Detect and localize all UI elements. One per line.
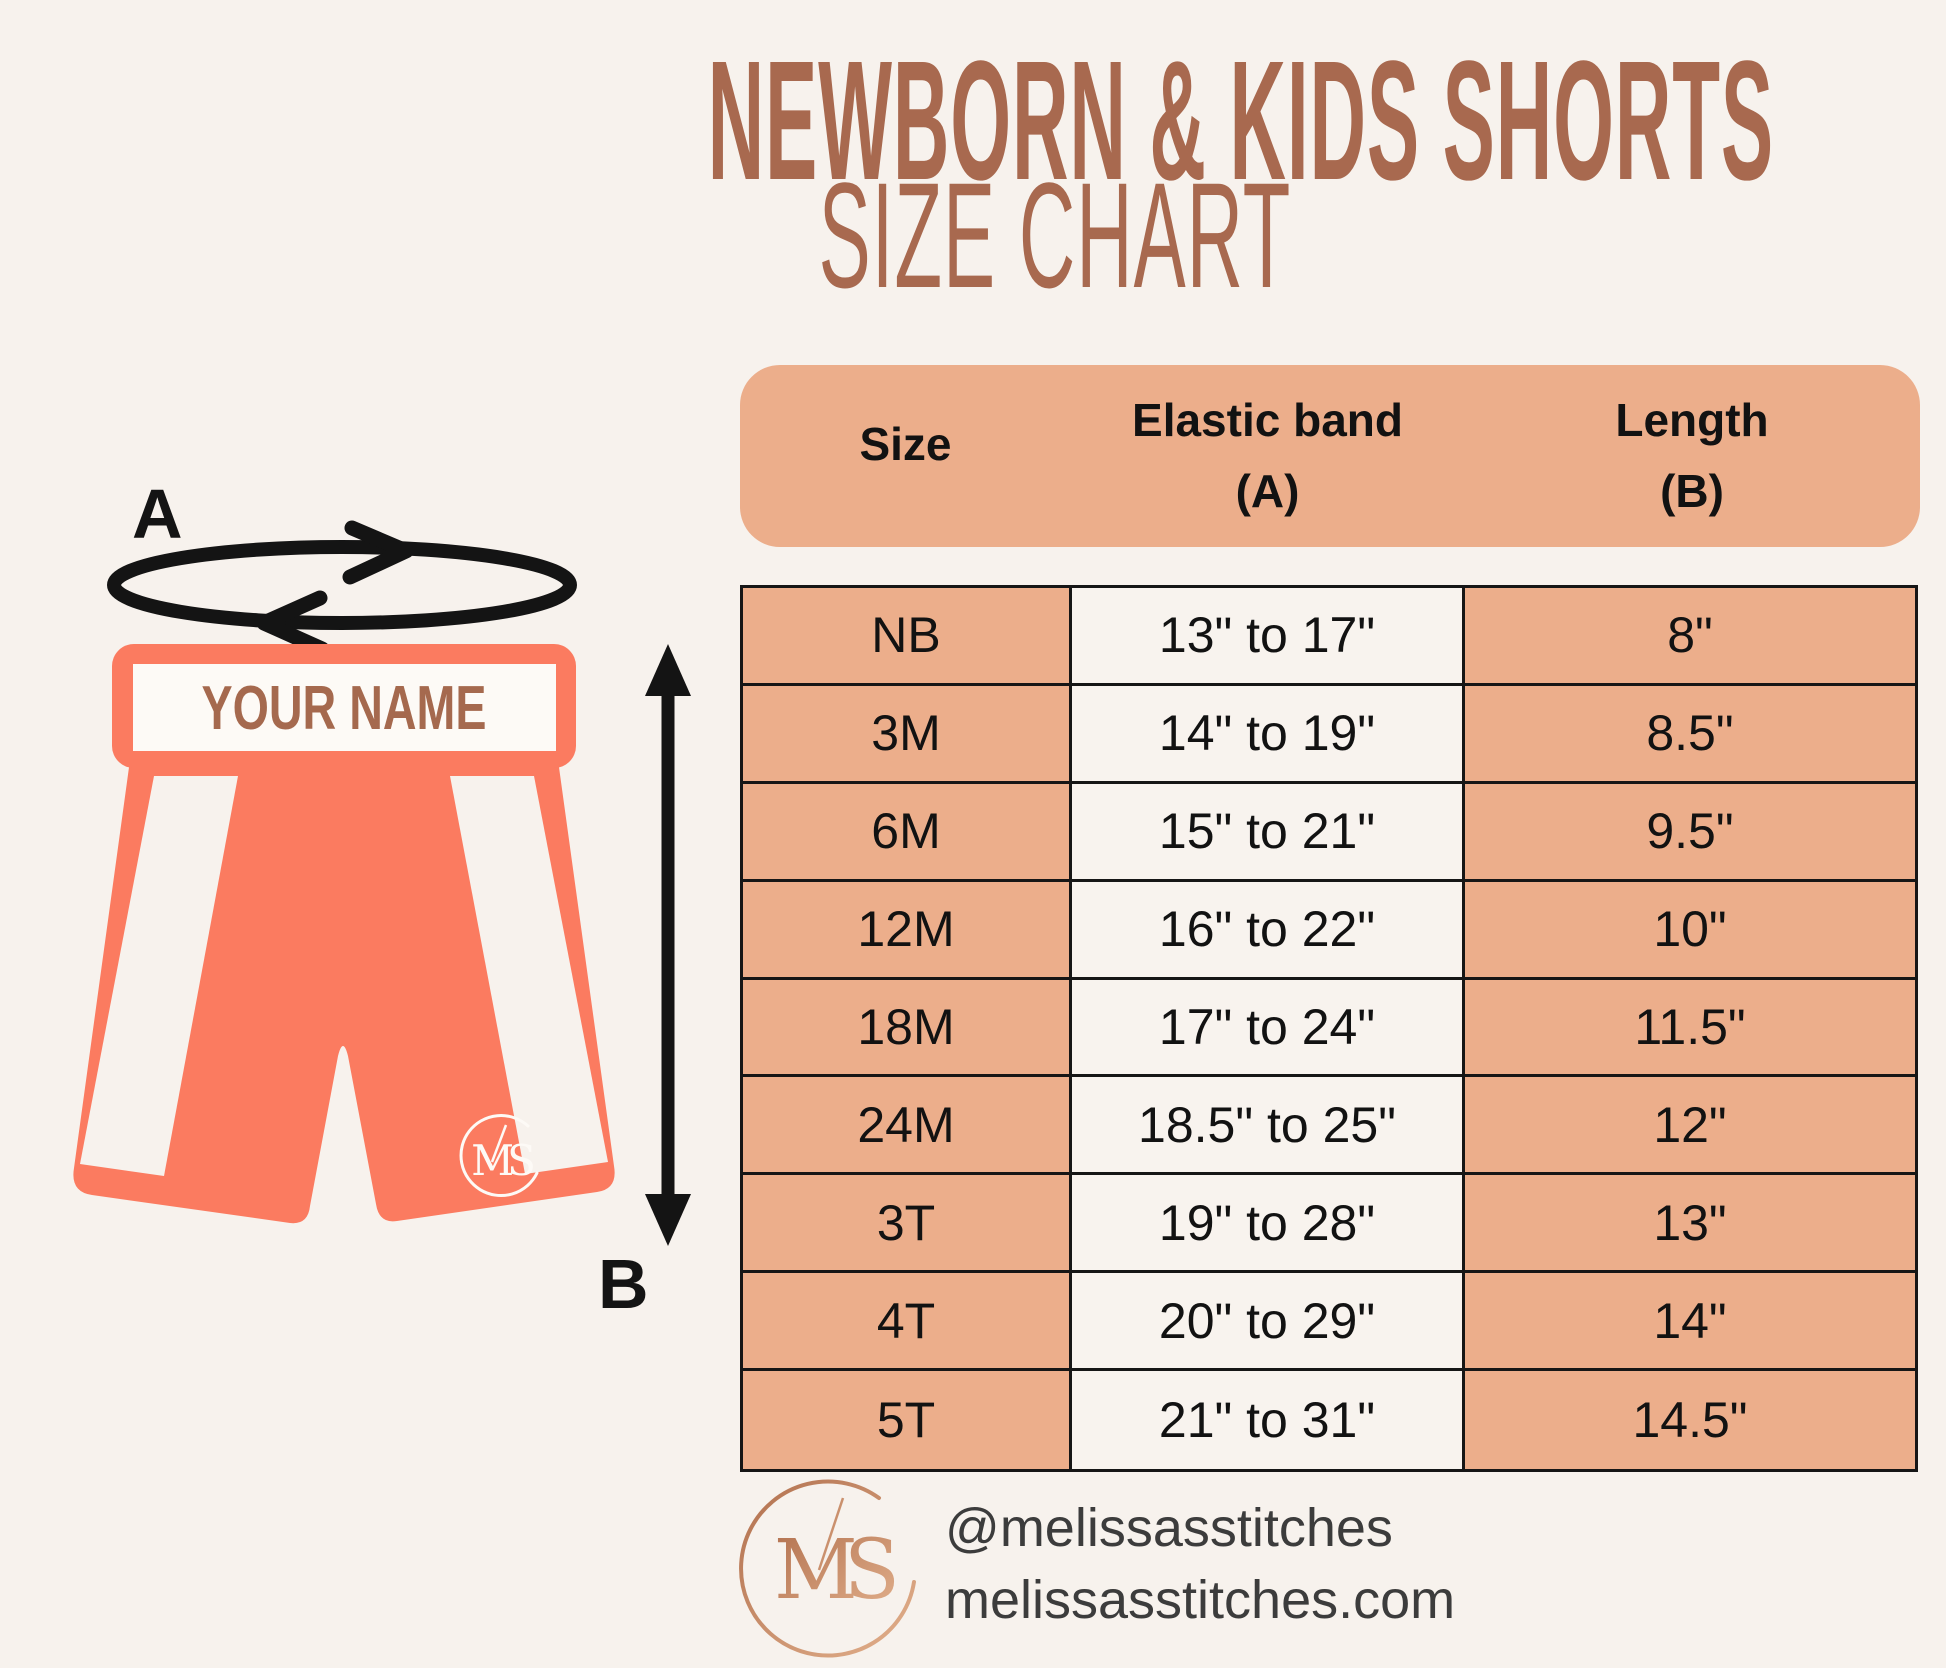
table-cell-elastic: 17" to 24" <box>1072 979 1465 1078</box>
table-cell-elastic: 15" to 21" <box>1072 783 1465 882</box>
size-table: NB 13" to 17" 8" 3M 14" to 19" 8.5" 6M 1… <box>740 585 1918 1472</box>
page-title-line2: SIZE CHART <box>818 151 1292 319</box>
shorts-right-stripe <box>450 776 608 1174</box>
social-handle: @melissasstitches <box>945 1498 1393 1558</box>
page-title: NEWBORN & KIDS SHORTS SIZE CHART <box>300 36 1810 310</box>
header-size: Size <box>740 365 1071 547</box>
table-cell-size: 24M <box>743 1077 1072 1176</box>
header-length-label: Length <box>1615 393 1769 446</box>
table-cell-size: 3T <box>743 1175 1072 1274</box>
svg-text:MS: MS <box>774 1523 895 1618</box>
length-arrow-icon <box>645 644 691 1246</box>
label-a: A <box>132 475 183 553</box>
brand-contact: @melissasstitches melissasstitches.com <box>945 1492 1455 1637</box>
table-cell-length: 10" <box>1465 881 1915 980</box>
table-cell-length: 13" <box>1465 1175 1915 1274</box>
shorts-waistband-name-panel <box>133 664 556 751</box>
header-elastic-sub: (A) <box>1235 465 1300 517</box>
size-table-header: Size Elastic band (A) Length (B) <box>740 365 1920 547</box>
waistband-name-text: YOUR NAME <box>202 674 487 743</box>
shorts-left-stripe <box>80 776 238 1176</box>
table-cell-size: 5T <box>743 1371 1072 1469</box>
table-cell-length: 8.5" <box>1465 685 1915 784</box>
header-elastic-band: Elastic band (A) <box>1071 365 1464 547</box>
table-cell-elastic: 16" to 22" <box>1072 881 1465 980</box>
shorts-ms-logo-icon: MS <box>459 1114 540 1197</box>
table-cell-length: 14.5" <box>1465 1371 1915 1469</box>
header-length-sub: (B) <box>1660 465 1724 517</box>
table-cell-size: NB <box>743 588 1072 686</box>
table-cell-elastic: 13" to 17" <box>1072 588 1465 686</box>
table-cell-elastic: 19" to 28" <box>1072 1175 1465 1274</box>
table-cell-length: 9.5" <box>1465 783 1915 882</box>
table-cell-length: 14" <box>1465 1273 1915 1372</box>
table-cell-length: 12" <box>1465 1077 1915 1176</box>
header-length: Length (B) <box>1464 365 1920 547</box>
table-cell-size: 4T <box>743 1273 1072 1372</box>
table-cell-size: 6M <box>743 783 1072 882</box>
table-cell-elastic: 21" to 31" <box>1072 1371 1465 1469</box>
table-cell-length: 8" <box>1465 588 1915 686</box>
waist-circumference-arrow-icon <box>107 520 577 657</box>
shorts-measurement-illustration: A YOUR NAME MS <box>73 475 691 1323</box>
page-title-line1: NEWBORN & KIDS SHORTS <box>707 26 1775 216</box>
table-cell-size: 18M <box>743 979 1072 1078</box>
website-url: melissasstitches.com <box>945 1570 1456 1631</box>
label-b: B <box>598 1245 649 1323</box>
table-cell-size: 3M <box>743 685 1072 784</box>
table-cell-elastic: 18.5" to 25" <box>1072 1077 1465 1176</box>
table-cell-elastic: 14" to 19" <box>1072 685 1465 784</box>
brand-ms-logo-icon: MS <box>739 1479 916 1658</box>
header-elastic-label: Elastic band <box>1132 393 1403 446</box>
table-cell-length: 11.5" <box>1465 979 1915 1078</box>
svg-text:MS: MS <box>471 1136 533 1185</box>
table-cell-elastic: 20" to 29" <box>1072 1273 1465 1372</box>
shorts-graphic: YOUR NAME MS <box>73 644 615 1224</box>
table-cell-size: 12M <box>743 881 1072 980</box>
header-size-label: Size <box>859 418 952 470</box>
